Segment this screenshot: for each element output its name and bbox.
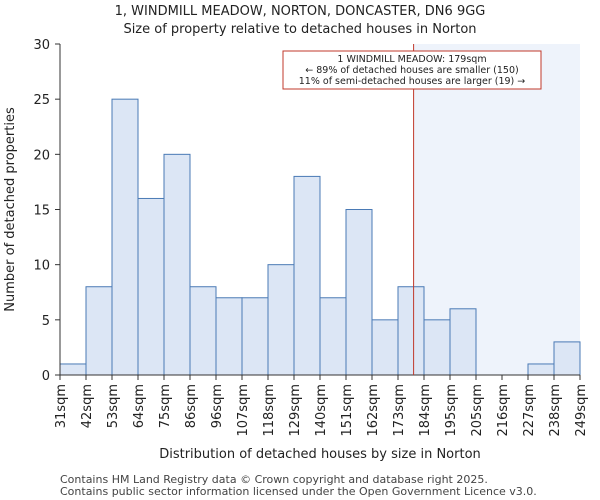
x-tick-label: 118sqm <box>262 384 277 437</box>
x-tick-label: 140sqm <box>314 384 329 437</box>
y-tick-label: 10 <box>33 259 50 274</box>
bar <box>163 153 191 376</box>
x-tick-label: 42sqm <box>80 384 95 428</box>
y-tick-label: 20 <box>33 148 50 163</box>
y-tick-label: 25 <box>33 93 50 108</box>
footer-line-1: Contains HM Land Registry data © Crown c… <box>60 473 488 486</box>
bar <box>345 209 373 376</box>
x-tick-label: 227sqm <box>522 384 537 437</box>
bar <box>449 308 477 376</box>
x-tick-label: 205sqm <box>470 384 485 437</box>
y-tick-label: 30 <box>33 38 50 53</box>
footer-line-2: Contains public sector information licen… <box>60 485 537 498</box>
bar <box>189 286 217 376</box>
x-tick-label: 216sqm <box>496 384 511 437</box>
bar <box>111 98 139 376</box>
y-tick-label: 15 <box>33 204 50 219</box>
x-tick-label: 151sqm <box>340 384 355 437</box>
bar <box>397 286 425 376</box>
x-tick-label: 64sqm <box>132 384 147 428</box>
x-tick-label: 173sqm <box>392 384 407 437</box>
x-tick-label: 53sqm <box>106 384 121 428</box>
annotation-line: 11% of semi-detached houses are larger (… <box>299 76 526 87</box>
bar <box>267 264 295 376</box>
x-axis-label: Distribution of detached houses by size … <box>159 447 481 462</box>
x-tick-label: 129sqm <box>288 384 303 437</box>
annotation-line: ← 89% of detached houses are smaller (15… <box>305 65 518 76</box>
x-tick-label: 107sqm <box>236 384 251 437</box>
x-tick-label: 86sqm <box>184 384 199 428</box>
annotation-line: 1 WINDMILL MEADOW: 179sqm <box>337 54 486 65</box>
x-tick-label: 195sqm <box>444 384 459 437</box>
y-tick-label: 5 <box>42 314 50 329</box>
x-tick-label: 249sqm <box>574 384 589 437</box>
bar <box>293 175 321 376</box>
x-tick-label: 75sqm <box>158 384 173 428</box>
bar <box>553 341 581 376</box>
bar <box>59 363 87 376</box>
x-tick-label: 31sqm <box>54 384 69 428</box>
x-tick-label: 238sqm <box>548 384 563 437</box>
bar <box>137 197 165 376</box>
x-tick-label: 96sqm <box>210 384 225 428</box>
chart-subtitle: Size of property relative to detached ho… <box>123 22 477 37</box>
y-axis-label: Number of detached properties <box>3 107 18 312</box>
bar <box>423 319 451 376</box>
bar <box>85 286 113 376</box>
y-tick-label: 0 <box>42 369 50 384</box>
bar <box>319 297 347 376</box>
bar <box>215 297 243 376</box>
annotation-box <box>282 50 542 90</box>
bar <box>371 319 399 376</box>
chart-title: 1, WINDMILL MEADOW, NORTON, DONCASTER, D… <box>114 4 486 19</box>
bar <box>527 363 555 376</box>
x-tick-label: 162sqm <box>366 384 381 437</box>
bar <box>241 297 269 376</box>
x-tick-label: 184sqm <box>418 384 433 437</box>
